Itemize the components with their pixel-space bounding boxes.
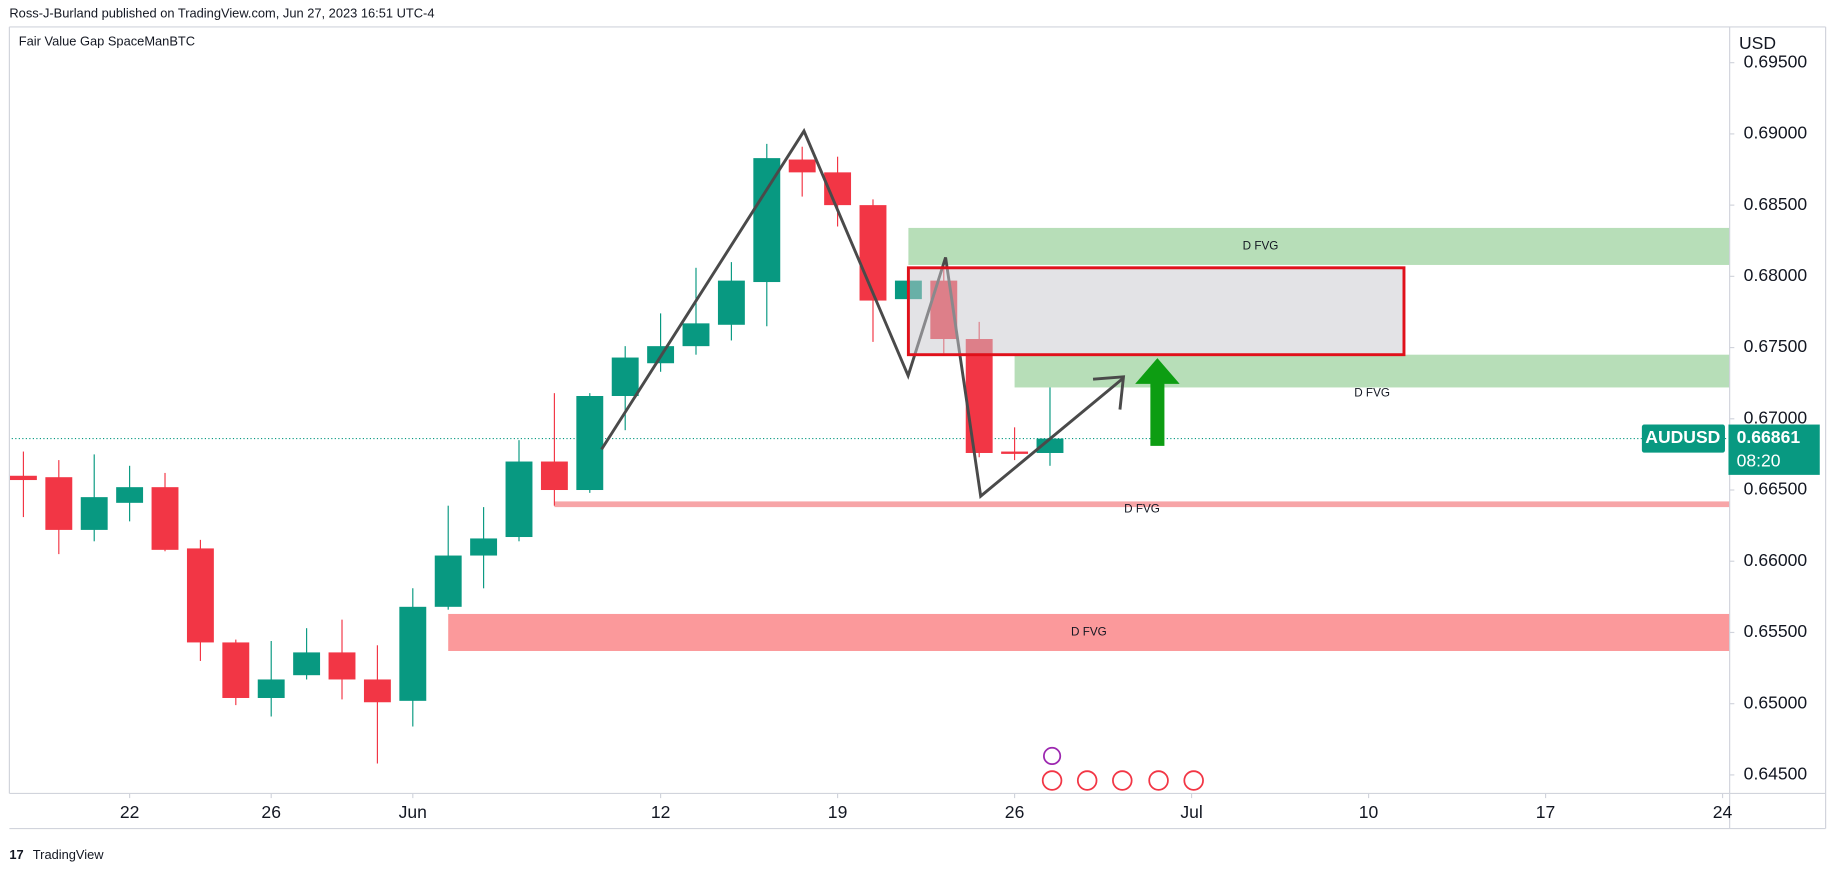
candle-body <box>328 652 356 680</box>
x-tick-label: Jun <box>399 802 427 822</box>
arrow-head <box>1092 375 1126 410</box>
overlay <box>600 127 1406 791</box>
axes <box>8 26 1827 830</box>
x-tick-label: 22 <box>120 802 140 822</box>
candle-body <box>222 642 250 698</box>
symbol-label: AUDUSD <box>1645 427 1720 447</box>
candle-body <box>399 606 427 701</box>
candle-body <box>257 679 285 698</box>
x-tick-label: 12 <box>651 802 671 822</box>
candle-body <box>80 497 108 530</box>
candle-body <box>434 555 462 607</box>
x-tick-label: 26 <box>1005 802 1025 822</box>
fvg-label: D FVG <box>1243 240 1279 253</box>
symbol-label-bg <box>1641 424 1725 453</box>
candle-body <box>470 538 498 556</box>
fvg-zone <box>448 613 1730 651</box>
y-tick-label: 0.69500 <box>1744 51 1808 71</box>
candle-body <box>45 477 73 530</box>
y-tick-label: 0.64500 <box>1744 764 1808 784</box>
event-icon <box>1076 770 1098 791</box>
x-tick-label: 24 <box>1713 802 1733 822</box>
candle-body <box>576 396 604 491</box>
last-price-label: 0.66861 <box>1737 427 1801 447</box>
brand-logo: 17 <box>9 847 23 862</box>
y-tick-label: 0.66500 <box>1744 479 1808 499</box>
green-arrow <box>1135 358 1180 446</box>
y-tick-label: 0.67000 <box>1744 407 1808 427</box>
candle-body <box>1001 451 1029 454</box>
y-tick-label: 0.68500 <box>1744 194 1808 214</box>
y-axis-label: USD <box>1739 33 1776 53</box>
x-tick-label: 26 <box>261 802 281 822</box>
candle-body <box>859 205 887 301</box>
fvg-label: D FVG <box>1354 386 1390 399</box>
candle-body <box>505 461 533 538</box>
y-tick-label: 0.66000 <box>1744 550 1808 570</box>
fvg-zone <box>554 501 1730 508</box>
event-icon <box>1043 746 1062 766</box>
event-icon <box>1041 770 1063 791</box>
candle-body <box>682 323 710 347</box>
fvg-label: D FVG <box>1071 626 1107 639</box>
candle-body <box>363 679 391 703</box>
candle-body <box>116 487 144 503</box>
fvg-label: D FVG <box>1124 503 1160 516</box>
highlight-box <box>906 266 1406 357</box>
y-tick-label: 0.65000 <box>1744 692 1808 712</box>
candle-body <box>9 475 37 481</box>
candle-body <box>151 487 179 550</box>
indicator-name: Fair Value Gap SpaceManBTC <box>19 34 195 49</box>
candle-body <box>611 357 639 397</box>
candle-body <box>788 159 816 173</box>
fvg-zone <box>908 227 1730 265</box>
event-icon <box>1183 770 1204 791</box>
y-tick-label: 0.69000 <box>1744 123 1808 143</box>
x-tick-label: Jul <box>1180 802 1202 822</box>
candle-body <box>186 548 214 643</box>
candles <box>9 143 1064 764</box>
brand-name: TradingView <box>33 847 104 862</box>
candle-body <box>717 280 745 325</box>
fvg-zone <box>1014 354 1730 388</box>
zones: D FVG D FVG D FVG D FVG <box>448 227 1730 651</box>
grid <box>11 62 1735 799</box>
candle-body <box>293 652 321 676</box>
candle-body <box>1036 438 1064 453</box>
candle-body <box>540 461 568 491</box>
event-icon <box>1112 770 1133 791</box>
x-tick-label: 10 <box>1359 802 1379 822</box>
event-icons <box>1041 746 1204 791</box>
event-icon <box>1148 770 1169 791</box>
y-tick-label: 0.67500 <box>1744 336 1808 356</box>
last-price-bg <box>1728 424 1820 475</box>
x-tick-label: 19 <box>828 802 848 822</box>
y-tick-label: 0.65500 <box>1744 621 1808 641</box>
candle-body <box>753 158 781 283</box>
published-note: Ross-J-Burland published on TradingView.… <box>9 5 434 20</box>
axis-label-bg <box>1731 29 1824 56</box>
x-tick-label: 17 <box>1536 802 1556 822</box>
y-tick-label: 0.68000 <box>1744 265 1808 285</box>
brand: 17 TradingView <box>9 847 104 862</box>
countdown-label: 08:20 <box>1737 451 1781 471</box>
